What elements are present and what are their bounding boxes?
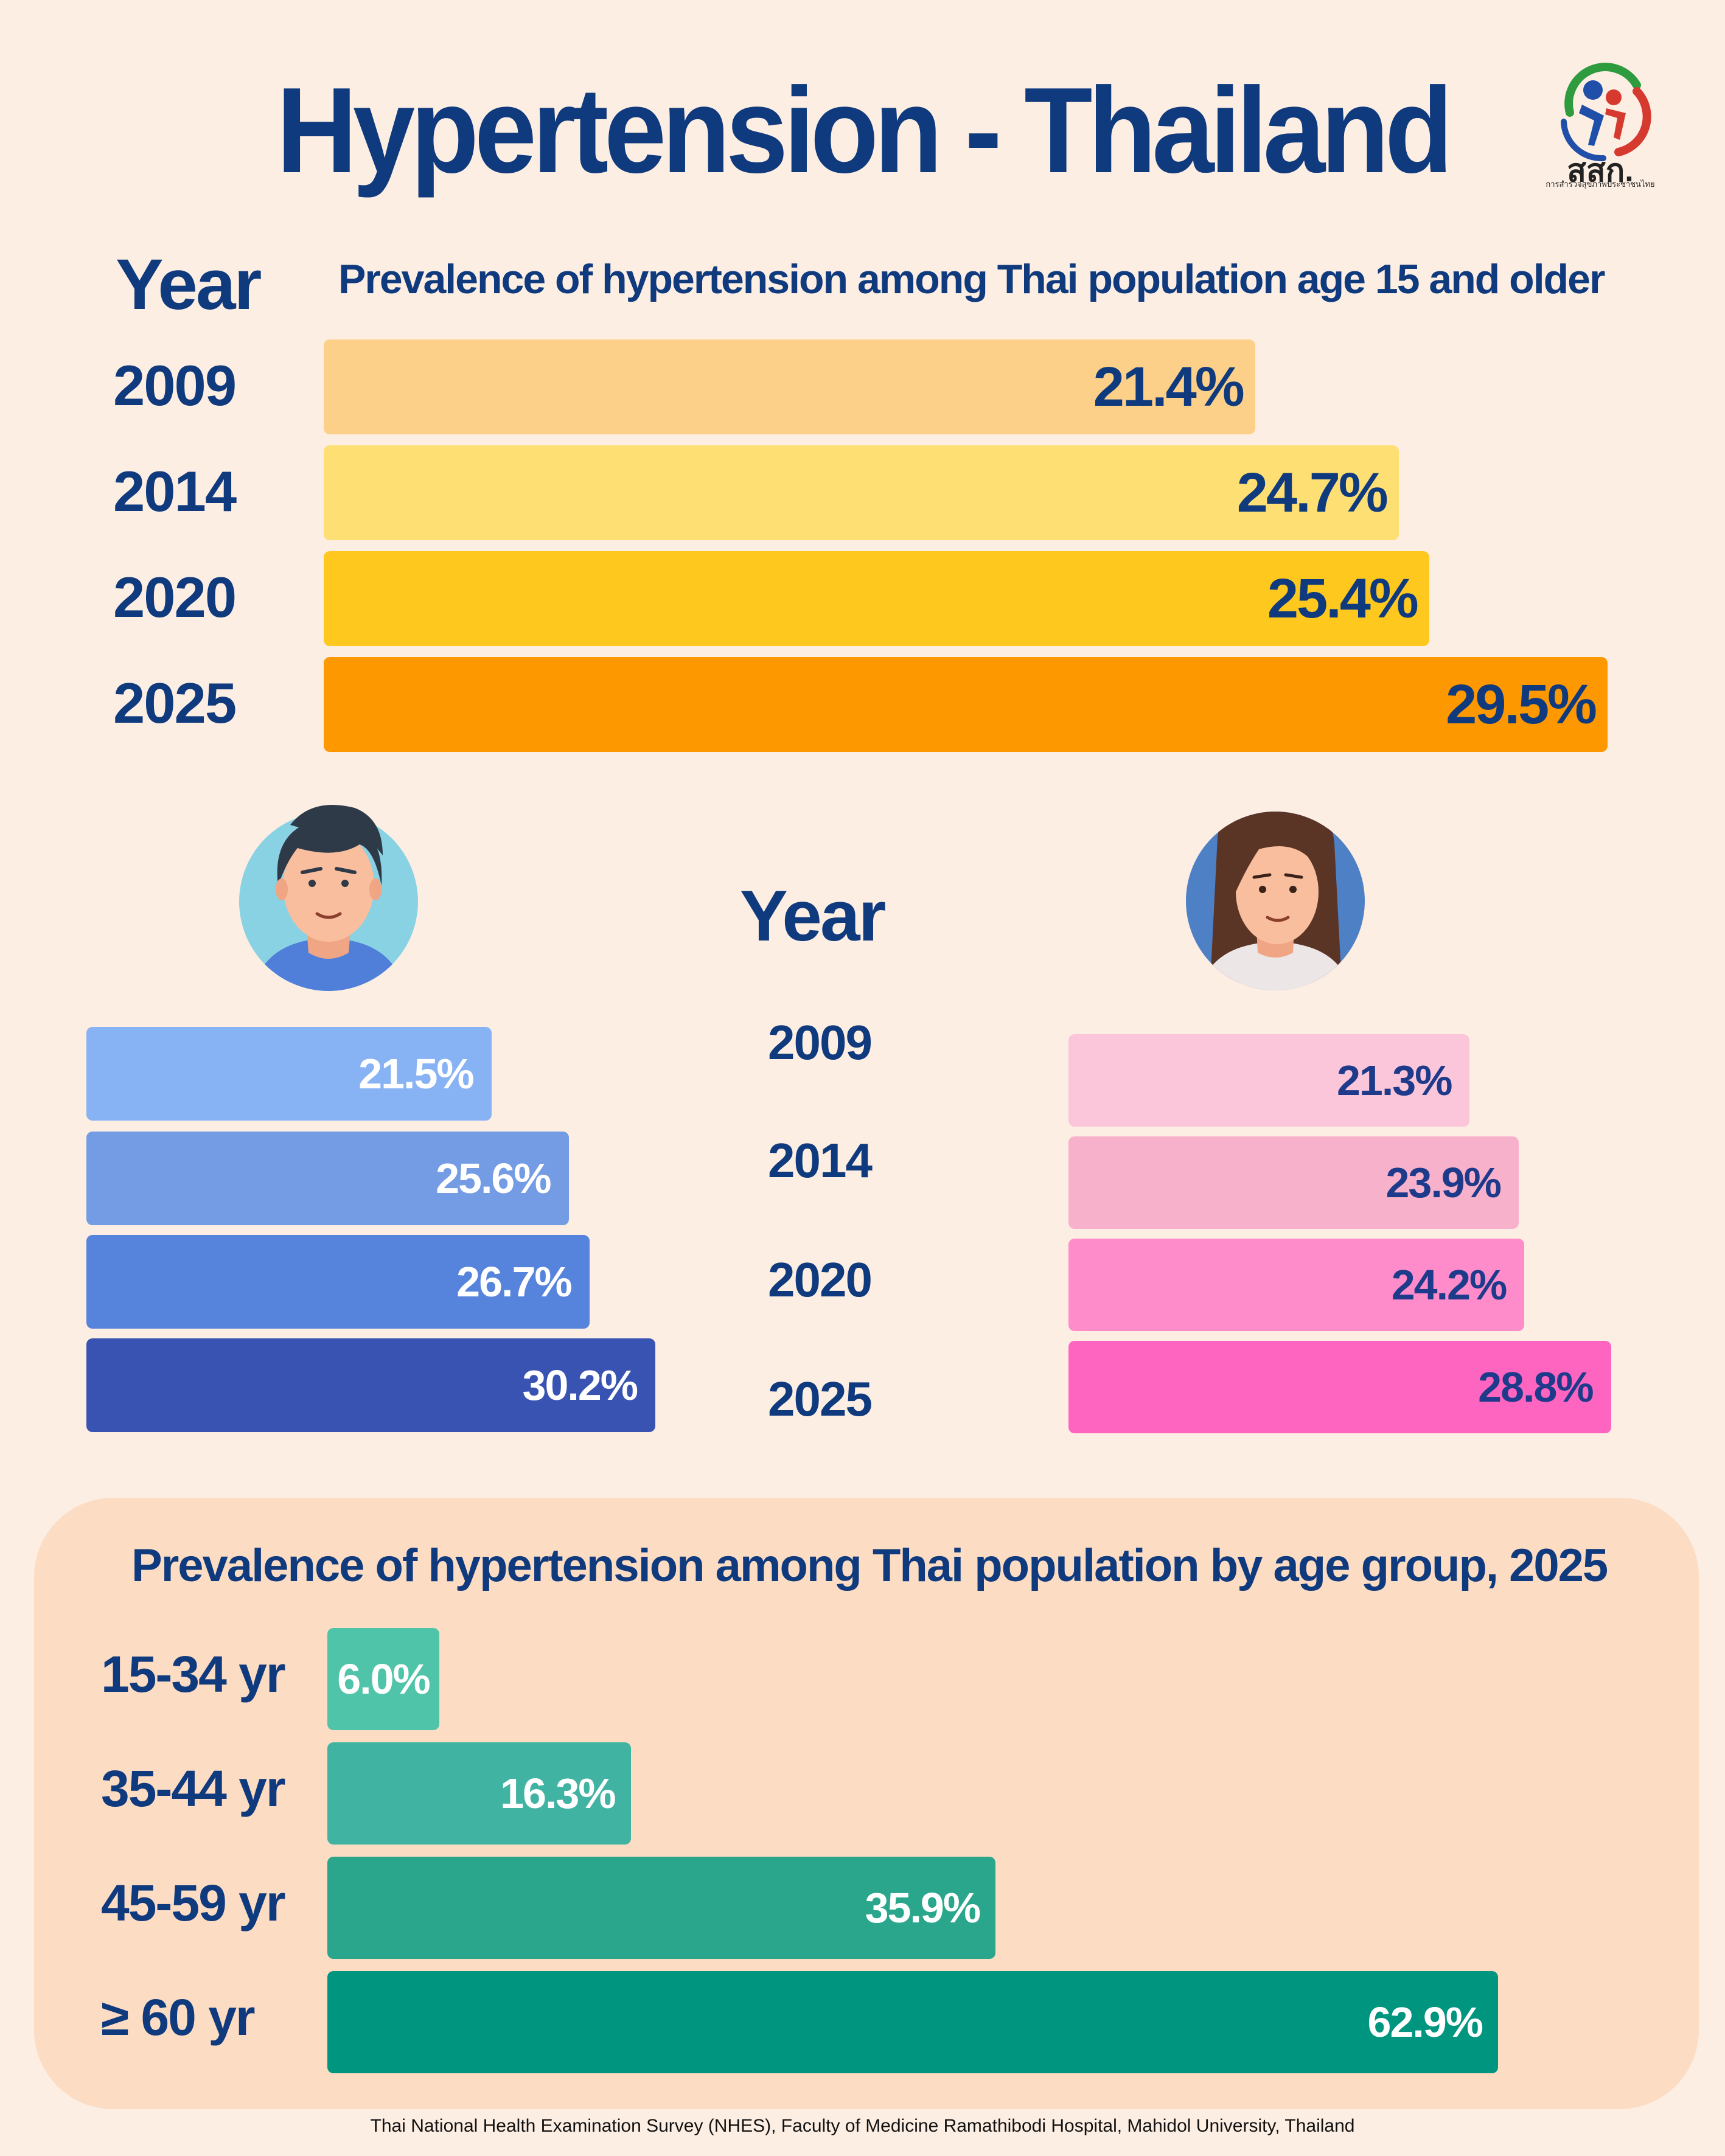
female-bar-label: 21.3% xyxy=(1336,1057,1452,1104)
gender-year-label: 2014 xyxy=(768,1133,873,1188)
age-bar-label: 6.0% xyxy=(337,1655,431,1703)
total-bar: 29.5% xyxy=(324,657,1608,752)
total-year-label: 2025 xyxy=(113,671,237,735)
total-year-header: Year xyxy=(116,245,262,325)
female-bar: 23.9% xyxy=(1068,1136,1519,1229)
female-bar-label: 28.8% xyxy=(1478,1363,1594,1411)
female-bar-label: 24.2% xyxy=(1391,1261,1507,1309)
logo-text: สสก. xyxy=(1567,153,1634,189)
page-title: Hypertension - Thailand xyxy=(276,63,1453,198)
total-bar: 21.4% xyxy=(324,339,1255,434)
age-bar-label: 16.3% xyxy=(500,1770,616,1817)
female-bar: 21.3% xyxy=(1068,1034,1470,1127)
male-avatar-icon xyxy=(239,804,418,991)
age-bar: 16.3% xyxy=(327,1742,631,1845)
male-bar: 30.2% xyxy=(86,1338,655,1432)
male-bar: 21.5% xyxy=(86,1027,492,1121)
male-bar: 25.6% xyxy=(86,1132,569,1225)
age-bar: 6.0% xyxy=(327,1628,439,1730)
male-bar-label: 25.6% xyxy=(436,1155,551,1202)
total-bar-label: 29.5% xyxy=(1446,673,1597,735)
age-title: Prevalence of hypertension among Thai po… xyxy=(131,1540,1608,1591)
age-bar-label: 62.9% xyxy=(1367,1998,1483,2046)
gender-year-label: 2025 xyxy=(768,1372,873,1426)
age-group-label: ≥ 60 yr xyxy=(101,1989,256,2046)
gender-year-label: 2020 xyxy=(768,1253,873,1307)
age-group-label: 45-59 yr xyxy=(101,1874,286,1932)
total-bar-label: 25.4% xyxy=(1267,567,1419,630)
male-bar: 26.7% xyxy=(86,1235,590,1329)
age-group-label: 35-44 yr xyxy=(101,1760,286,1817)
male-bar-label: 21.5% xyxy=(358,1050,474,1097)
age-group-label: 15-34 yr xyxy=(101,1646,286,1703)
gender-year-label: 2009 xyxy=(768,1015,873,1069)
total-year-label: 2009 xyxy=(113,353,237,417)
source-note: Thai National Health Examination Survey … xyxy=(370,2116,1355,2136)
age-bar: 62.9% xyxy=(327,1971,1498,2073)
age-bar-label: 35.9% xyxy=(865,1884,981,1932)
total-bar: 25.4% xyxy=(324,551,1429,646)
female-bar: 28.8% xyxy=(1068,1341,1611,1433)
total-year-label: 2020 xyxy=(113,565,237,629)
female-bar: 24.2% xyxy=(1068,1239,1525,1331)
total-bar: 24.7% xyxy=(324,445,1399,540)
logo-subtitle: การสำรวจสุขภาพประชาชนไทย xyxy=(1546,179,1655,189)
female-avatar-icon xyxy=(1186,812,1365,990)
total-bar-label: 24.7% xyxy=(1236,461,1389,524)
male-bar-label: 26.7% xyxy=(456,1258,572,1306)
gender-year-header: Year xyxy=(740,876,886,956)
nhes-logo-icon xyxy=(1561,63,1651,162)
total-year-label: 2014 xyxy=(113,459,237,523)
total-subtitle: Prevalence of hypertension among Thai po… xyxy=(338,256,1605,302)
female-bar-label: 23.9% xyxy=(1385,1159,1501,1206)
male-bar-label: 30.2% xyxy=(522,1361,638,1409)
total-bar-label: 21.4% xyxy=(1093,355,1245,418)
age-bar: 35.9% xyxy=(327,1857,996,1959)
